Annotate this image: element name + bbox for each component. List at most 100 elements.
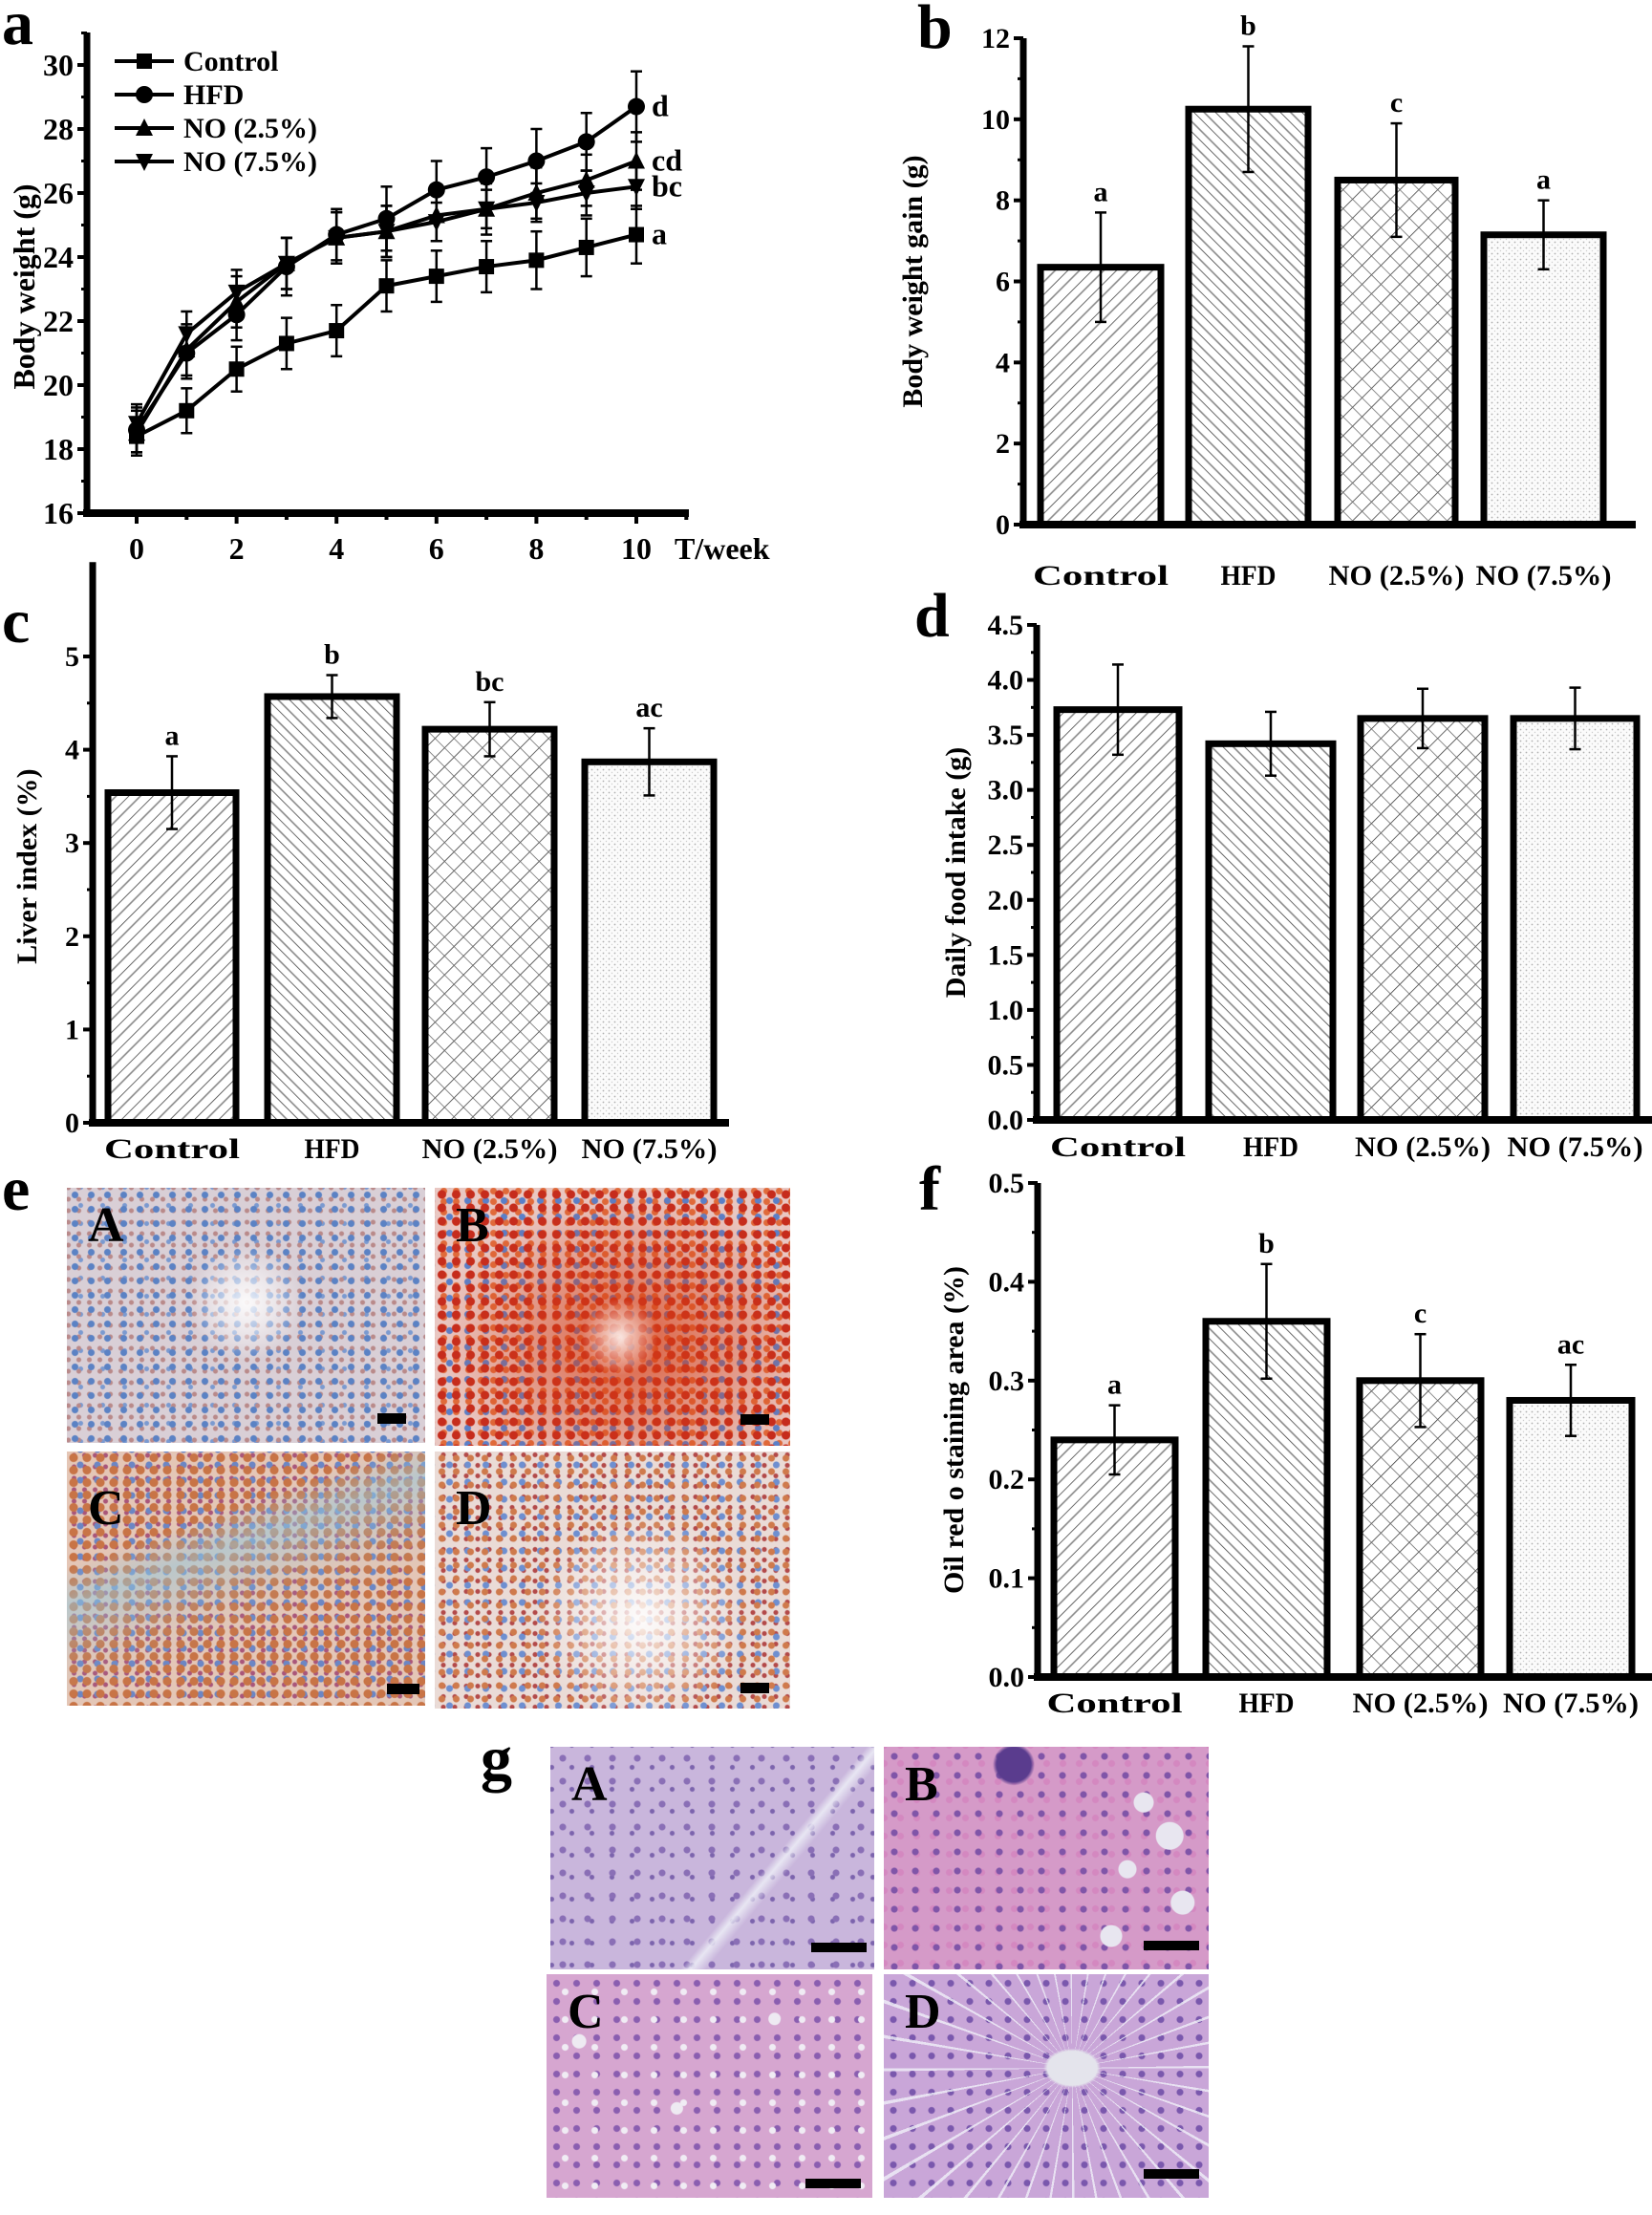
error-bar (1260, 1262, 1273, 1380)
marker-square (228, 361, 245, 377)
marker-square (329, 323, 345, 339)
chart-d: 0.0 0.5 1.0 1.5 2.0 2.5 3.0 3.5 4.0 4.5 Control HFD… (940, 610, 1652, 1163)
panel-label-e: e (2, 1154, 31, 1224)
micrograph-label: A (571, 1757, 608, 1812)
bar-f-3 (1506, 1396, 1636, 1681)
marker-triangle-down (527, 195, 546, 213)
panel-label-c: c (2, 587, 31, 656)
error-bar (643, 726, 655, 797)
significance-label: b (1258, 1228, 1275, 1259)
y-axis-label: Daily food intake (g) (940, 747, 972, 999)
micrograph-label: D (456, 1481, 492, 1536)
x-tick-label: 10 (621, 531, 652, 566)
oil-red-o-micrograph-a: A (67, 1188, 425, 1443)
y-tick-label: 2 (65, 921, 79, 953)
x-category-label: NO (7.5%) (1476, 560, 1612, 591)
x-category-label: HFD (1243, 1131, 1298, 1163)
significance-label: a (1107, 1369, 1122, 1401)
x-tick-label: 0 (129, 531, 144, 566)
y-tick-label: 16 (43, 496, 74, 530)
scale-bar (1144, 1941, 1199, 1950)
marker-triangle-down (628, 179, 645, 197)
panel-label-a: a (2, 0, 33, 58)
significance-label: bc (652, 168, 682, 203)
error-bar (1414, 1332, 1427, 1429)
scale-bar (1144, 2169, 1199, 2179)
y-tick-label: 30 (43, 48, 74, 82)
marker-triangle-down (227, 284, 246, 302)
bar-c-3 (581, 758, 718, 1127)
x-category-label: NO (7.5%) (1503, 1688, 1639, 1719)
significance-label: ac (635, 692, 662, 723)
scale-bar (377, 1413, 406, 1424)
micrograph-label: C (88, 1481, 124, 1536)
y-tick-label: 4 (996, 347, 1010, 378)
legend-label: NO (7.5%) (183, 146, 317, 178)
panel-label-b: b (917, 0, 953, 62)
bar-d-2 (1357, 715, 1489, 1124)
y-tick-label: 28 (43, 112, 74, 146)
y-axis-label: Body weight gain (g) (897, 155, 929, 407)
y-tick-label: 4 (65, 735, 79, 766)
marker-triangle-up (136, 118, 153, 136)
y-tick-label: 0.1 (989, 1563, 1025, 1595)
y-tick-label: 10 (981, 104, 1010, 136)
y-tick-label: 3.5 (988, 720, 1024, 751)
chart-c: a b bc ac 0 1 2 3 4 5 Control HFD NO (2.5%) NO (7.5%)… (11, 562, 729, 1165)
bar-c-0 (104, 788, 240, 1127)
x-tick-label: 8 (528, 531, 544, 566)
legend-label: HFD (183, 79, 244, 111)
y-tick-label: 4.0 (988, 665, 1024, 697)
y-tick-label: 5 (65, 641, 79, 673)
panel-label-f: f (919, 1154, 940, 1224)
y-tick-label: 1.0 (988, 995, 1024, 1026)
error-bar (1108, 1404, 1121, 1476)
y-tick-label: 1.5 (988, 939, 1024, 971)
y-tick-label: 0.2 (989, 1464, 1025, 1495)
micrograph-label: D (905, 1985, 941, 2039)
y-tick-label: 2.0 (988, 885, 1024, 916)
y-tick-label: 3.0 (988, 775, 1024, 806)
marker-circle (136, 86, 153, 103)
y-tick-label: 3 (65, 828, 79, 859)
legend-label: NO (2.5%) (183, 113, 317, 144)
marker-square (378, 278, 395, 294)
scale-bar (740, 1414, 769, 1425)
x-category-label: NO (2.5%) (1353, 1688, 1489, 1719)
error-bar (1417, 687, 1428, 750)
y-tick-label: 0.5 (988, 1049, 1024, 1081)
bar-c-1 (264, 693, 400, 1127)
y-tick-label: 6 (996, 267, 1010, 298)
he-micrograph-a: A (550, 1747, 874, 1969)
marker-square (528, 252, 545, 269)
y-tick-label: 2.5 (988, 829, 1024, 861)
micrograph-label: C (568, 1985, 604, 2039)
bar-d-1 (1205, 740, 1337, 1124)
error-bar (1112, 663, 1124, 757)
y-axis-label: Oil red o staining area (%) (938, 1266, 970, 1594)
marker-circle (628, 97, 645, 116)
y-tick-label: 0 (996, 509, 1010, 541)
y-tick-label: 0.0 (988, 1105, 1024, 1136)
error-bar (1569, 686, 1581, 751)
error-bar (326, 674, 338, 720)
y-tick-label: 2 (996, 428, 1010, 460)
significance-label: c (1414, 1298, 1427, 1329)
y-tick-label: 1 (65, 1014, 79, 1045)
x-category-label: HFD (305, 1133, 360, 1165)
x-category-label: Control (1050, 1131, 1186, 1163)
significance-label: a (1094, 176, 1108, 207)
scale-bar (805, 2179, 861, 2188)
y-tick-label: 0 (65, 1108, 79, 1139)
marker-circle (478, 168, 496, 186)
y-tick-label: 8 (996, 185, 1010, 217)
x-tick-label: 4 (329, 531, 344, 566)
oil-red-o-micrograph-d: D (435, 1452, 790, 1709)
x-category-label: HFD (1239, 1688, 1295, 1719)
oil-red-o-micrograph-c: C (67, 1452, 425, 1706)
significance-label: b (324, 639, 340, 671)
x-tick-label: 2 (229, 531, 245, 566)
scale-bar (740, 1683, 769, 1693)
y-tick-label: 0.0 (989, 1662, 1025, 1693)
